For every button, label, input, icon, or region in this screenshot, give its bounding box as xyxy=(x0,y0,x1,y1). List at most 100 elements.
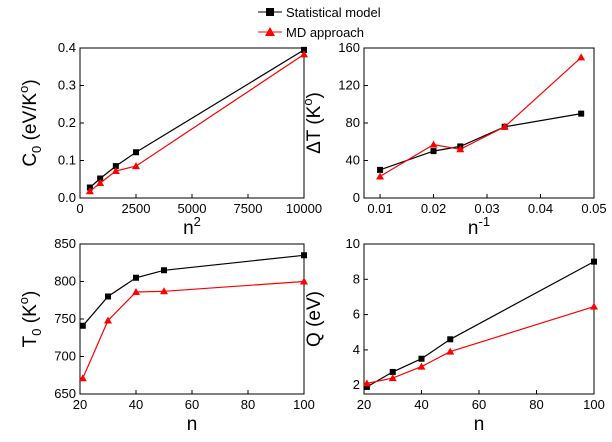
data-point-statistical xyxy=(301,252,307,259)
data-point-statistical xyxy=(363,383,370,390)
legend-label-md: MD approach xyxy=(286,25,364,40)
panel-t0: 20 40 60 80 100 650 700 750 800 850 n T0 (Ko) xyxy=(16,236,315,435)
x-tick-label: 60 xyxy=(185,397,199,412)
data-point-statistical xyxy=(112,163,119,170)
x-tick-label: 0 xyxy=(76,201,83,216)
x-tick-label: 7500 xyxy=(234,201,263,216)
series-line-md-c0 xyxy=(89,53,305,192)
x-tick-label: 0.03 xyxy=(474,201,499,216)
y-tick-label: 8 xyxy=(353,271,360,286)
data-point-statistical xyxy=(430,148,437,155)
y-tick-label: 650 xyxy=(54,386,76,401)
y-axis-label-delta-t: ΔT (Ko) xyxy=(300,92,325,154)
y-label-tail: ) xyxy=(304,92,325,98)
data-point-statistical xyxy=(578,110,585,117)
legend-marker-square xyxy=(266,8,274,16)
data-point-md xyxy=(96,179,105,186)
y-label-sup: o xyxy=(300,98,315,105)
data-point-statistical xyxy=(301,46,307,53)
x-tick-label: 0.05 xyxy=(581,201,606,216)
y-tick-label: 0 xyxy=(353,190,360,205)
y-axis-label-c0: C0 (eV/Ko) xyxy=(16,79,44,166)
x-tick-label: 40 xyxy=(414,397,428,412)
x-tick-label: 40 xyxy=(129,397,143,412)
y-tick-label: 700 xyxy=(54,349,76,364)
y-label-rest: (K xyxy=(20,304,41,329)
series-line-statistical-c0 xyxy=(89,49,305,188)
data-point-statistical xyxy=(591,258,597,265)
data-point-statistical xyxy=(97,175,104,182)
data-point-md xyxy=(132,288,140,295)
x-tick-label: 20 xyxy=(73,397,87,412)
data-point-statistical xyxy=(161,267,167,274)
data-point-md xyxy=(132,162,140,170)
y-tick-label: 160 xyxy=(338,40,360,55)
data-point-md xyxy=(104,316,112,324)
y-tick-label: 800 xyxy=(54,274,76,289)
data-point-statistical xyxy=(418,355,425,362)
x-label-base: n xyxy=(468,218,479,239)
y-label-tail: ) xyxy=(20,79,41,85)
legend-label-statistical: Statistical model xyxy=(286,5,381,20)
y-label-sub: 0 xyxy=(29,329,44,336)
y-label-tail: ) xyxy=(20,291,41,297)
y-tick-label: 2 xyxy=(353,377,360,392)
y-label-rest: (eV/K xyxy=(20,93,41,146)
y-tick-label: 0.0 xyxy=(58,190,76,205)
data-point-md xyxy=(417,362,426,370)
data-point-md xyxy=(388,374,397,382)
series-line-md-delta-t xyxy=(379,56,582,177)
data-point-md xyxy=(376,172,385,180)
y-label-sub: 0 xyxy=(29,146,44,153)
data-point-md xyxy=(111,167,120,174)
data-point-statistical xyxy=(447,336,454,343)
series-line-md-t0 xyxy=(82,280,305,379)
x-axis-label-c0: n2 xyxy=(183,214,201,239)
y-tick-label: 4 xyxy=(353,342,360,357)
data-point-md xyxy=(85,187,94,195)
y-tick-label: 750 xyxy=(54,311,76,326)
x-label-sup: -1 xyxy=(479,214,491,229)
data-point-md xyxy=(160,287,168,295)
y-label-base: C xyxy=(20,153,41,167)
y-label-base: ΔT (K xyxy=(304,105,325,154)
x-tick-label: 0.02 xyxy=(421,201,446,216)
data-point-md xyxy=(362,379,371,387)
y-axis-label-t0: T0 (Ko) xyxy=(16,291,44,348)
data-point-md xyxy=(429,140,438,148)
y-label-sup: o xyxy=(16,297,31,304)
data-point-md xyxy=(456,145,465,153)
data-point-statistical xyxy=(133,149,139,156)
x-tick-label: 0.01 xyxy=(367,201,392,216)
data-point-md xyxy=(500,122,509,130)
y-tick-label: 0.4 xyxy=(58,40,76,55)
data-point-md xyxy=(590,302,598,310)
x-tick-label: 10000 xyxy=(286,201,322,216)
plot-frame-t0 xyxy=(79,243,305,395)
y-label-base: T xyxy=(20,335,41,347)
data-point-statistical xyxy=(133,274,139,281)
x-tick-label: 0.04 xyxy=(528,201,553,216)
y-tick-label: 850 xyxy=(54,236,76,251)
y-label-base: Q (eV) xyxy=(304,291,325,347)
data-point-md xyxy=(300,277,308,285)
plot-frame-q xyxy=(363,243,595,395)
x-label-base: n xyxy=(187,414,198,435)
data-point-md xyxy=(446,347,455,355)
x-tick-label: 80 xyxy=(241,397,255,412)
series-line-statistical-delta-t xyxy=(379,113,582,171)
panel-delta-t: 0.01 0.02 0.03 0.04 0.05 0 40 80 120 160 n-1 ΔT (Ko… xyxy=(300,40,607,239)
y-tick-label: 0.1 xyxy=(58,153,76,168)
data-point-statistical xyxy=(377,166,384,173)
x-tick-label: 2500 xyxy=(122,201,151,216)
panel-q: 20 40 60 80 100 2 4 6 8 10 n Q (eV) xyxy=(304,236,605,435)
data-point-md xyxy=(577,53,586,61)
series-line-md-q xyxy=(366,306,595,384)
data-point-statistical xyxy=(389,368,396,375)
y-tick-label: 80 xyxy=(346,115,360,130)
y-tick-label: 0.3 xyxy=(58,78,76,93)
series-line-statistical-q xyxy=(366,261,595,388)
x-tick-label: 100 xyxy=(583,397,605,412)
